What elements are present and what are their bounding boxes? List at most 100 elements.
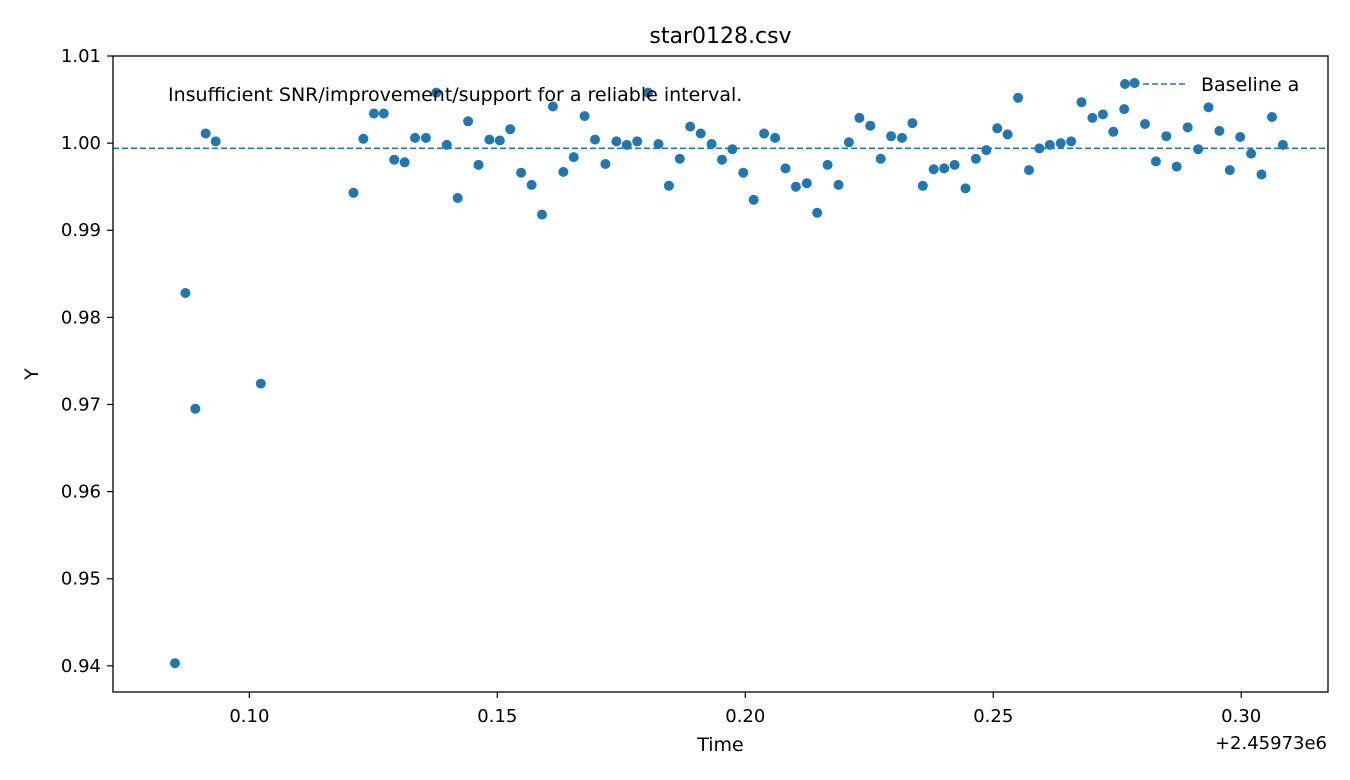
data-point <box>791 182 801 192</box>
data-point <box>1087 113 1097 123</box>
x-axis-offset-label: +2.45973e6 <box>1215 733 1327 754</box>
data-point <box>939 163 949 173</box>
data-point <box>929 164 939 174</box>
data-point <box>1161 131 1171 141</box>
data-point <box>400 157 410 167</box>
data-point <box>834 180 844 190</box>
data-point <box>484 135 494 145</box>
data-point <box>580 111 590 121</box>
y-tick-label: 0.96 <box>61 482 101 503</box>
data-point <box>802 178 812 188</box>
data-point <box>453 193 463 203</box>
data-point <box>1193 144 1203 154</box>
data-point <box>1130 78 1140 88</box>
data-point <box>1172 162 1182 172</box>
data-point <box>505 124 515 134</box>
data-point <box>611 136 621 146</box>
data-point <box>654 139 664 149</box>
data-point <box>410 133 420 143</box>
x-tick-label: 0.25 <box>973 706 1013 727</box>
data-point <box>1034 143 1044 153</box>
data-point <box>961 183 971 193</box>
data-point <box>495 136 505 146</box>
data-point <box>971 154 981 164</box>
data-point <box>1214 126 1224 136</box>
data-point <box>1183 122 1193 132</box>
legend: Baseline a <box>1120 74 1299 96</box>
data-point <box>781 163 791 173</box>
y-tick-label: 0.99 <box>61 220 101 241</box>
data-point <box>474 160 484 170</box>
data-point <box>632 136 642 146</box>
y-tick-label: 0.94 <box>61 656 101 677</box>
data-point <box>256 379 266 389</box>
data-point <box>1246 149 1256 159</box>
data-point <box>537 210 547 220</box>
data-point <box>1235 132 1245 142</box>
data-point <box>696 129 706 139</box>
data-point <box>907 118 917 128</box>
y-tick-label: 0.97 <box>61 394 101 415</box>
data-point <box>664 181 674 191</box>
data-point <box>749 195 759 205</box>
data-point <box>1257 170 1267 180</box>
data-point <box>558 167 568 177</box>
data-point <box>950 160 960 170</box>
data-point <box>349 188 359 198</box>
data-point <box>190 404 200 414</box>
data-point <box>1140 119 1150 129</box>
data-point <box>211 136 221 146</box>
data-point <box>1267 112 1277 122</box>
data-point <box>1013 93 1023 103</box>
data-point <box>1066 136 1076 146</box>
data-point <box>854 113 864 123</box>
data-point <box>844 137 854 147</box>
legend-marker-points <box>1120 79 1130 89</box>
data-point <box>1278 140 1288 150</box>
data-point <box>1151 156 1161 166</box>
data-point <box>569 152 579 162</box>
chart-title: star0128.csv <box>649 24 791 49</box>
data-point <box>379 109 389 119</box>
data-point <box>918 181 928 191</box>
x-tick-label: 0.15 <box>477 706 517 727</box>
data-point <box>527 180 537 190</box>
data-point <box>897 133 907 143</box>
x-tick-label: 0.20 <box>725 706 765 727</box>
y-tick-label: 1.01 <box>61 46 101 67</box>
data-point <box>876 154 886 164</box>
data-point <box>421 133 431 143</box>
data-point <box>622 140 632 150</box>
data-point <box>1045 140 1055 150</box>
data-point <box>823 160 833 170</box>
data-point <box>981 145 991 155</box>
x-tick-label: 0.10 <box>229 706 269 727</box>
data-point <box>180 288 190 298</box>
data-point <box>170 658 180 668</box>
data-point <box>442 140 452 150</box>
data-point <box>865 121 875 131</box>
x-tick-label: 0.30 <box>1221 706 1261 727</box>
data-point <box>1098 109 1108 119</box>
data-point <box>516 168 526 178</box>
data-point <box>675 154 685 164</box>
data-point <box>201 129 211 139</box>
data-point <box>590 135 600 145</box>
y-tick-label: 1.00 <box>61 133 101 154</box>
data-point <box>1108 127 1118 137</box>
data-point <box>1024 165 1034 175</box>
y-tick-label: 0.95 <box>61 569 101 590</box>
data-point <box>600 159 610 169</box>
y-axis-label: Y <box>21 368 43 381</box>
data-point <box>707 139 717 149</box>
data-point <box>727 144 737 154</box>
data-point <box>812 208 822 218</box>
data-point <box>389 155 399 165</box>
data-point <box>717 155 727 165</box>
data-point <box>369 109 379 119</box>
data-point <box>992 123 1002 133</box>
plot-area <box>113 78 1328 668</box>
legend-label-baseline: Baseline a <box>1201 74 1299 96</box>
data-point <box>685 122 695 132</box>
data-point <box>886 131 896 141</box>
